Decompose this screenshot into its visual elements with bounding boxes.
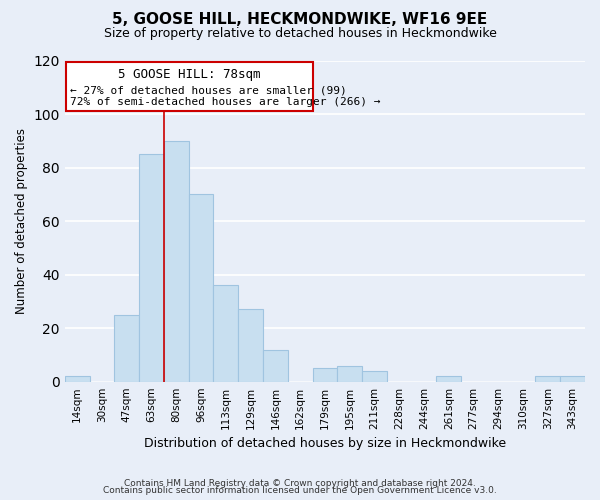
Bar: [337, 366, 362, 382]
FancyBboxPatch shape: [66, 62, 313, 112]
Text: Size of property relative to detached houses in Heckmondwike: Size of property relative to detached ho…: [104, 28, 496, 40]
Bar: [313, 368, 337, 382]
Text: 5, GOOSE HILL, HECKMONDWIKE, WF16 9EE: 5, GOOSE HILL, HECKMONDWIKE, WF16 9EE: [112, 12, 488, 28]
Bar: [65, 376, 89, 382]
Bar: [164, 141, 188, 382]
X-axis label: Distribution of detached houses by size in Heckmondwike: Distribution of detached houses by size …: [144, 437, 506, 450]
Bar: [362, 371, 387, 382]
Y-axis label: Number of detached properties: Number of detached properties: [15, 128, 28, 314]
Text: Contains public sector information licensed under the Open Government Licence v3: Contains public sector information licen…: [103, 486, 497, 495]
Bar: [188, 194, 214, 382]
Text: Contains HM Land Registry data © Crown copyright and database right 2024.: Contains HM Land Registry data © Crown c…: [124, 478, 476, 488]
Bar: [238, 310, 263, 382]
Text: ← 27% of detached houses are smaller (99): ← 27% of detached houses are smaller (99…: [70, 85, 346, 95]
Text: 72% of semi-detached houses are larger (266) →: 72% of semi-detached houses are larger (…: [70, 98, 380, 108]
Bar: [560, 376, 585, 382]
Bar: [535, 376, 560, 382]
Text: 5 GOOSE HILL: 78sqm: 5 GOOSE HILL: 78sqm: [118, 68, 260, 80]
Bar: [139, 154, 164, 382]
Bar: [263, 350, 288, 382]
Bar: [436, 376, 461, 382]
Bar: [214, 286, 238, 382]
Bar: [115, 315, 139, 382]
